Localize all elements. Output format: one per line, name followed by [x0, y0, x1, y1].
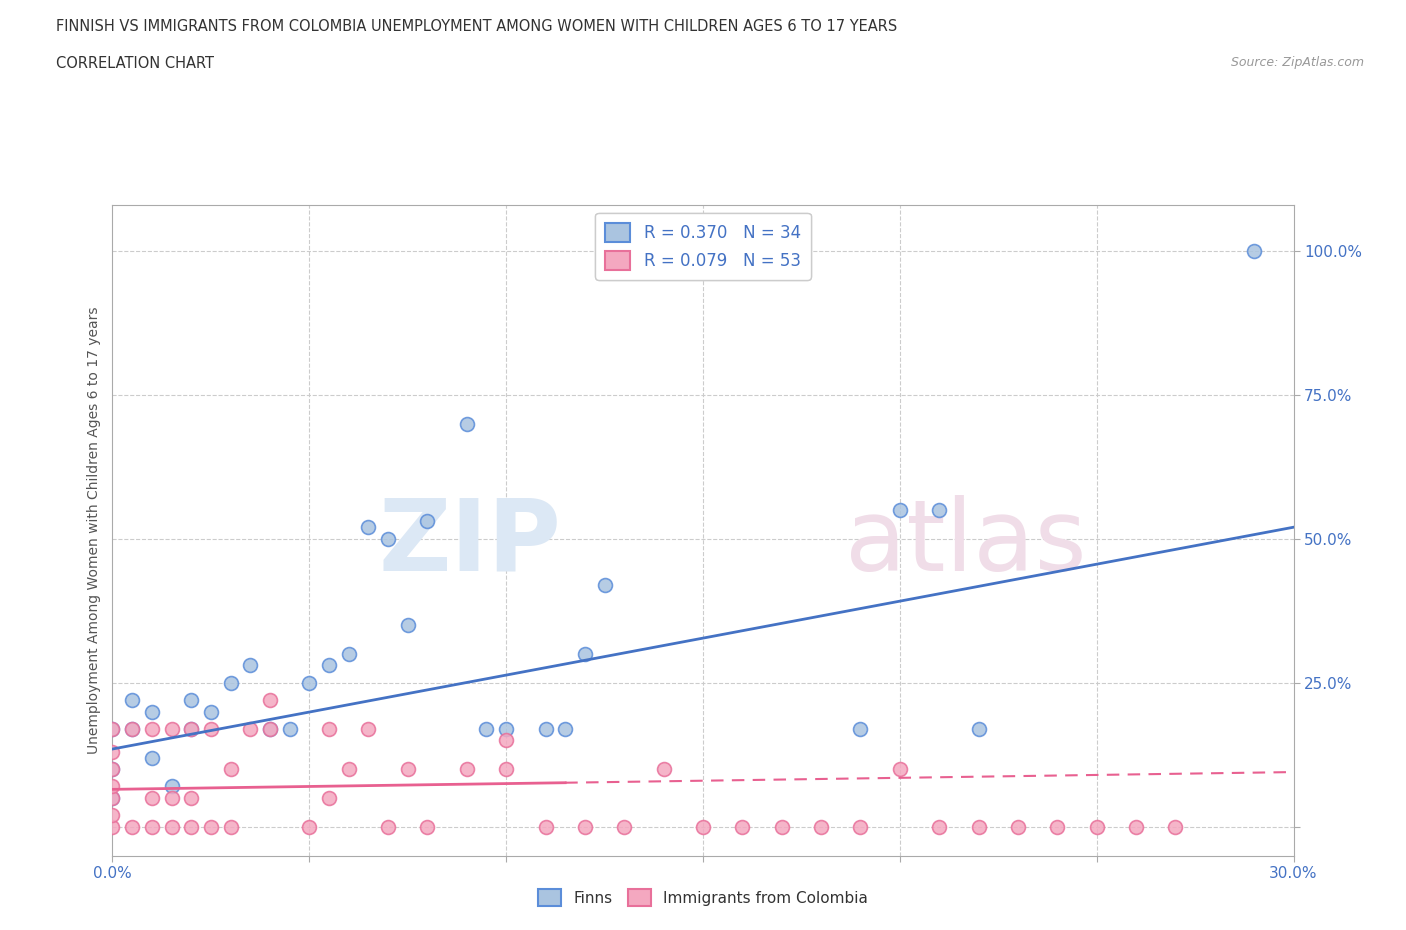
Point	[298, 675, 321, 690]
Point	[101, 808, 124, 823]
Point	[495, 733, 517, 748]
Point	[652, 762, 675, 777]
Point	[1243, 244, 1265, 259]
Point	[121, 693, 143, 708]
Point	[101, 762, 124, 777]
Point	[200, 704, 222, 719]
Legend: R = 0.370   N = 34, R = 0.079   N = 53: R = 0.370 N = 34, R = 0.079 N = 53	[595, 213, 811, 280]
Point	[456, 416, 478, 431]
Point	[200, 722, 222, 737]
Point	[101, 722, 124, 737]
Point	[495, 722, 517, 737]
Point	[534, 722, 557, 737]
Y-axis label: Unemployment Among Women with Children Ages 6 to 17 years: Unemployment Among Women with Children A…	[87, 306, 101, 754]
Point	[1085, 819, 1108, 834]
Point	[534, 819, 557, 834]
Point	[180, 819, 202, 834]
Point	[160, 819, 183, 834]
Text: FINNISH VS IMMIGRANTS FROM COLOMBIA UNEMPLOYMENT AMONG WOMEN WITH CHILDREN AGES : FINNISH VS IMMIGRANTS FROM COLOMBIA UNEM…	[56, 19, 897, 33]
Text: ZIP: ZIP	[378, 495, 561, 591]
Point	[456, 762, 478, 777]
Point	[928, 502, 950, 517]
Point	[200, 819, 222, 834]
Point	[101, 744, 124, 759]
Point	[495, 762, 517, 777]
Point	[396, 762, 419, 777]
Point	[849, 819, 872, 834]
Point	[318, 722, 340, 737]
Point	[141, 704, 163, 719]
Point	[1125, 819, 1147, 834]
Point	[357, 722, 380, 737]
Point	[1164, 819, 1187, 834]
Point	[770, 819, 793, 834]
Point	[810, 819, 832, 834]
Text: CORRELATION CHART: CORRELATION CHART	[56, 56, 214, 71]
Point	[259, 693, 281, 708]
Point	[1046, 819, 1069, 834]
Point	[318, 790, 340, 805]
Point	[141, 790, 163, 805]
Point	[121, 722, 143, 737]
Point	[141, 819, 163, 834]
Point	[967, 819, 990, 834]
Point	[377, 819, 399, 834]
Point	[849, 722, 872, 737]
Point	[475, 722, 498, 737]
Point	[574, 646, 596, 661]
Point	[160, 790, 183, 805]
Point	[101, 722, 124, 737]
Point	[219, 762, 242, 777]
Point	[239, 658, 262, 673]
Point	[416, 819, 439, 834]
Point	[160, 722, 183, 737]
Point	[219, 819, 242, 834]
Point	[278, 722, 301, 737]
Point	[357, 520, 380, 535]
Point	[101, 790, 124, 805]
Point	[180, 693, 202, 708]
Point	[101, 790, 124, 805]
Point	[298, 819, 321, 834]
Point	[889, 762, 911, 777]
Point	[101, 779, 124, 794]
Point	[101, 819, 124, 834]
Point	[337, 646, 360, 661]
Point	[1007, 819, 1029, 834]
Point	[239, 722, 262, 737]
Point	[101, 762, 124, 777]
Point	[337, 762, 360, 777]
Point	[318, 658, 340, 673]
Point	[180, 722, 202, 737]
Legend: Finns, Immigrants from Colombia: Finns, Immigrants from Colombia	[531, 883, 875, 912]
Point	[967, 722, 990, 737]
Point	[219, 675, 242, 690]
Point	[692, 819, 714, 834]
Point	[731, 819, 754, 834]
Point	[180, 790, 202, 805]
Point	[160, 779, 183, 794]
Point	[928, 819, 950, 834]
Text: Source: ZipAtlas.com: Source: ZipAtlas.com	[1230, 56, 1364, 69]
Point	[141, 751, 163, 765]
Text: atlas: atlas	[845, 495, 1087, 591]
Point	[416, 514, 439, 529]
Point	[121, 722, 143, 737]
Point	[554, 722, 576, 737]
Point	[593, 578, 616, 592]
Point	[259, 722, 281, 737]
Point	[259, 722, 281, 737]
Point	[121, 819, 143, 834]
Point	[613, 819, 636, 834]
Point	[889, 502, 911, 517]
Point	[141, 722, 163, 737]
Point	[574, 819, 596, 834]
Point	[396, 618, 419, 632]
Point	[180, 722, 202, 737]
Point	[377, 531, 399, 546]
